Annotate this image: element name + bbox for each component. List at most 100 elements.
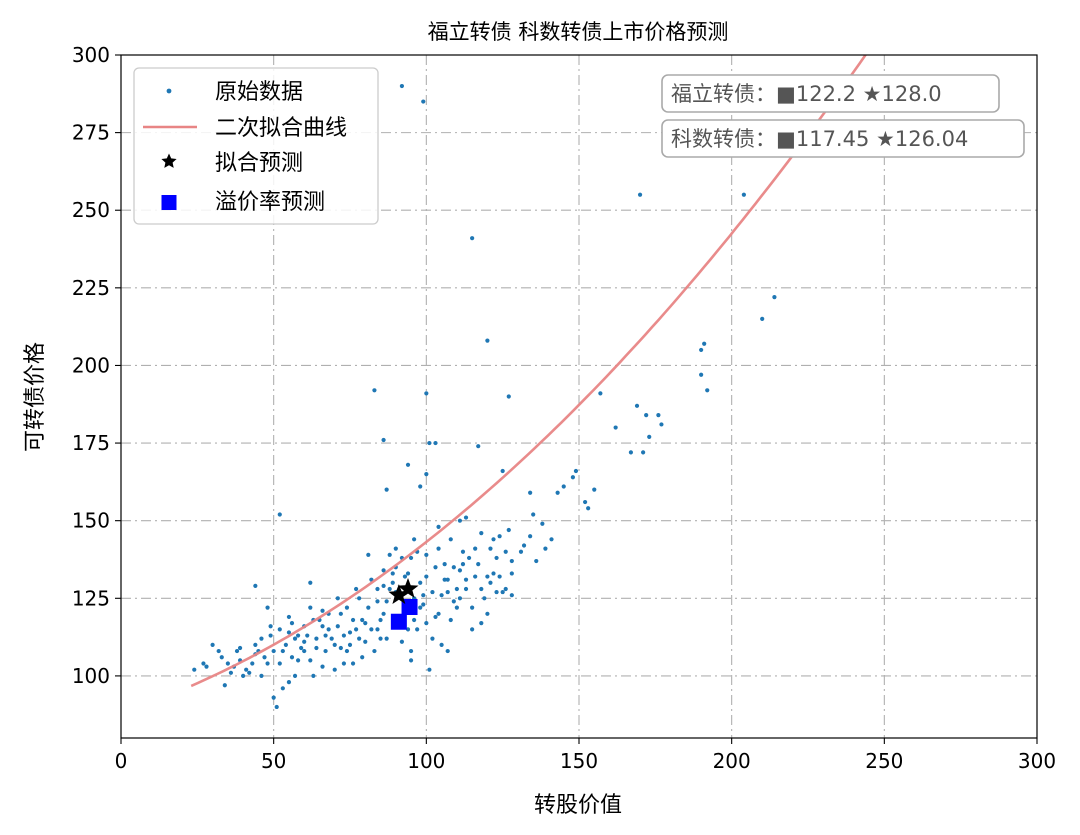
data-point: [384, 599, 389, 604]
legend-star-marker: [161, 153, 177, 168]
legend-label-raw: 原始数据: [215, 80, 303, 105]
data-point: [476, 562, 481, 567]
data-point: [241, 673, 246, 679]
fit-prediction-star: [397, 578, 419, 598]
annotation-text-fuli: 福立转债：■122.2 ★128.0: [671, 82, 942, 106]
data-point: [570, 475, 575, 480]
data-point: [390, 571, 395, 576]
x-tick-label: 250: [865, 749, 903, 773]
data-point: [656, 413, 661, 418]
data-point: [363, 639, 368, 644]
data-point: [375, 627, 380, 632]
data-point: [405, 571, 411, 576]
data-point: [497, 574, 502, 579]
data-point: [503, 586, 508, 592]
x-axis-label: 转股价值: [534, 793, 622, 818]
data-point: [347, 630, 353, 635]
data-point: [286, 630, 292, 635]
data-point: [375, 586, 380, 592]
data-point: [460, 562, 466, 567]
data-point: [192, 667, 197, 672]
data-point: [494, 555, 499, 561]
data-point: [583, 499, 588, 505]
data-point: [234, 648, 240, 654]
y-tick-label: 250: [72, 198, 110, 222]
data-point: [354, 586, 359, 592]
fit-prediction-marks: [388, 578, 419, 604]
data-point: [433, 565, 438, 570]
data-point: [289, 655, 295, 660]
data-point: [430, 589, 435, 595]
y-tick-label: 150: [72, 509, 110, 533]
data-point: [506, 527, 511, 533]
data-point: [253, 642, 258, 647]
data-point: [295, 658, 301, 663]
data-point: [326, 627, 331, 632]
data-point: [412, 537, 417, 542]
data-point: [271, 648, 276, 654]
legend: 原始数据 二次拟合曲线 拟合预测 溢价率预测: [133, 67, 379, 225]
data-point: [628, 450, 634, 455]
data-point: [408, 555, 414, 561]
data-point: [338, 645, 343, 651]
data-point: [463, 515, 469, 520]
data-point: [479, 586, 484, 592]
data-point: [286, 614, 292, 620]
data-point: [408, 648, 414, 654]
data-point: [705, 388, 710, 393]
data-point: [418, 484, 423, 489]
data-point: [289, 621, 295, 626]
data-point: [497, 534, 502, 539]
data-point: [311, 673, 316, 679]
data-point: [302, 648, 307, 654]
data-point: [470, 627, 475, 632]
data-point: [427, 440, 432, 446]
data-point: [292, 673, 298, 679]
data-point: [350, 617, 356, 623]
data-point: [500, 589, 505, 595]
data-point: [274, 704, 279, 710]
data-point: [341, 633, 346, 638]
data-point: [421, 99, 426, 104]
data-point: [344, 648, 350, 654]
data-point: [314, 636, 319, 641]
raw-data-points: [192, 83, 777, 710]
data-point: [457, 568, 463, 573]
data-point: [506, 394, 511, 399]
data-point: [436, 546, 441, 551]
data-point: [479, 621, 484, 626]
data-point: [259, 636, 264, 641]
premium-prediction-marks: [390, 598, 418, 630]
data-point: [470, 605, 475, 610]
data-point: [427, 667, 432, 672]
y-tick-label: 300: [72, 43, 110, 67]
data-point: [482, 596, 487, 601]
axis-ticks: 0 50 100 150 200 250 300 100 125 150 175 200 225 250 2…: [72, 43, 1056, 773]
data-point: [335, 596, 340, 601]
data-point: [641, 450, 646, 455]
data-point: [335, 624, 340, 629]
data-point: [295, 633, 301, 638]
y-tick-label: 200: [72, 353, 110, 377]
data-point: [350, 661, 356, 666]
data-point: [415, 627, 420, 632]
data-point: [494, 589, 499, 595]
data-point: [262, 655, 267, 660]
data-point: [521, 543, 527, 548]
annotation-box-fuli: [661, 74, 1000, 113]
y-tick-label: 100: [72, 664, 110, 688]
data-point: [210, 642, 215, 647]
data-point: [384, 636, 389, 641]
x-tick-label: 300: [1018, 749, 1056, 773]
data-point: [476, 444, 481, 449]
data-point: [204, 664, 209, 669]
data-point: [424, 574, 429, 579]
data-point: [424, 552, 429, 557]
data-point: [491, 571, 496, 576]
data-point: [277, 661, 282, 666]
data-point: [500, 468, 505, 474]
data-point: [760, 316, 765, 321]
data-point: [436, 611, 441, 616]
data-point: [549, 537, 554, 542]
